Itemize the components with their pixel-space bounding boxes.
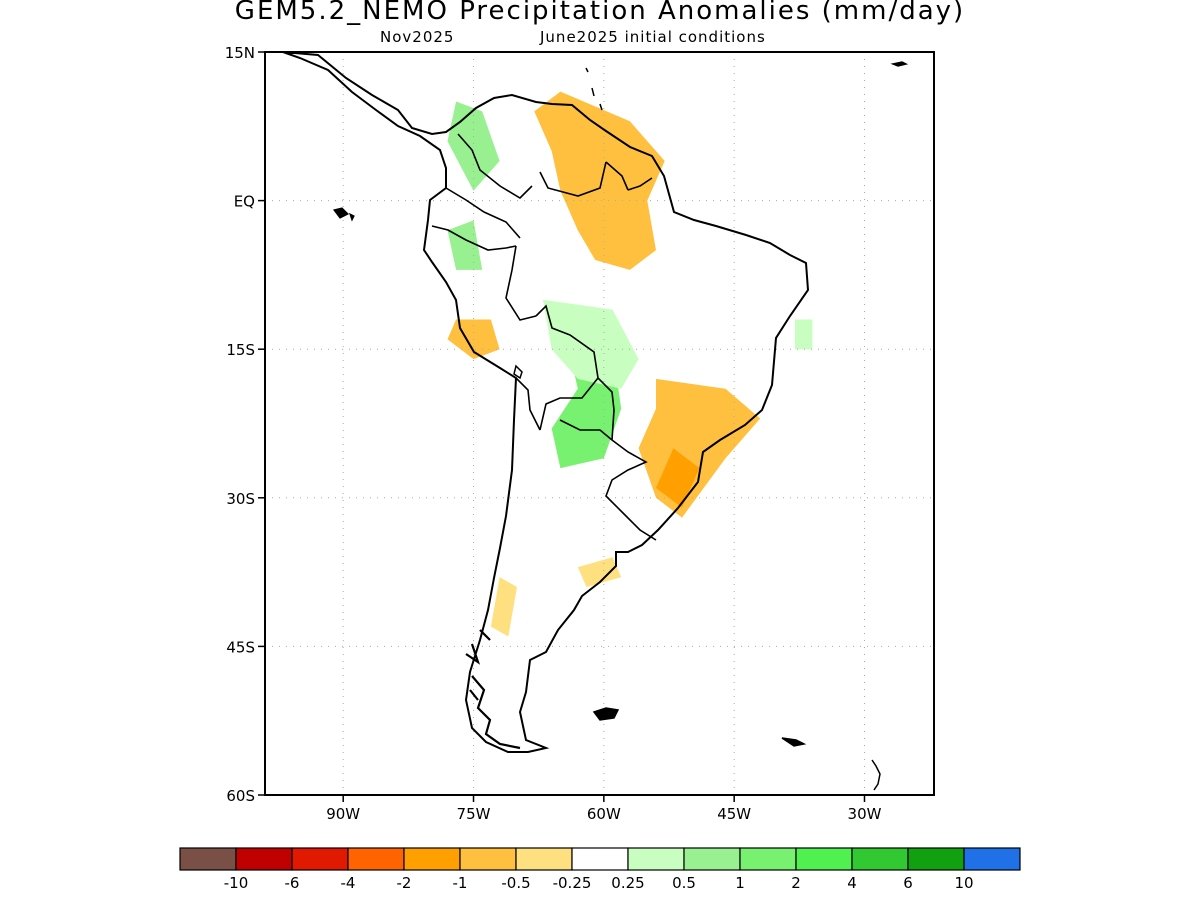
caribbean-islands bbox=[585, 61, 909, 111]
latitude-label: 30S bbox=[226, 490, 255, 508]
gridlines bbox=[265, 51, 934, 796]
colorbar-label: 0.5 bbox=[672, 874, 696, 892]
color-scale-bar: -10 -6 -4 -2 -1 -0.5 -0.25 0.25 0.5 1 2 4 6 10 bbox=[179, 847, 1021, 892]
latitude-label: 45S bbox=[226, 638, 255, 656]
colorbar-label: -0.5 bbox=[501, 874, 530, 892]
longitude-label: 45W bbox=[717, 805, 751, 823]
coastlines bbox=[282, 51, 909, 791]
south-atlantic-islands bbox=[871, 759, 881, 791]
tierra-del-fuego-fjords bbox=[465, 629, 521, 750]
falkland-islands bbox=[592, 707, 620, 721]
anomaly-region bbox=[447, 220, 483, 270]
anomaly-region bbox=[534, 91, 665, 270]
colorbar-label: -0.25 bbox=[553, 874, 592, 892]
longitude-label: 90W bbox=[326, 805, 360, 823]
colorbar-swatch bbox=[459, 847, 517, 871]
latitude-label: 15S bbox=[226, 341, 255, 359]
colorbar-swatch bbox=[571, 847, 629, 871]
colorbar-label: -4 bbox=[341, 874, 356, 892]
colorbar-swatch bbox=[403, 847, 461, 871]
colorbar-label: 0.25 bbox=[611, 874, 644, 892]
anomaly-region bbox=[543, 299, 639, 389]
south-georgia-island bbox=[781, 737, 807, 747]
colorbar-label: -1 bbox=[453, 874, 468, 892]
longitude-label: 30W bbox=[848, 805, 882, 823]
forecast-month: Nov2025 bbox=[380, 28, 455, 46]
colorbar-label: 4 bbox=[847, 874, 857, 892]
anomaly-region bbox=[638, 378, 761, 518]
anomaly-region bbox=[490, 577, 517, 637]
anomaly-shading bbox=[447, 91, 813, 637]
colorbar-swatch bbox=[739, 847, 797, 871]
colorbar-swatch bbox=[907, 847, 965, 871]
colorbar-swatch bbox=[963, 847, 1021, 871]
colorbar-label: -6 bbox=[285, 874, 300, 892]
initial-conditions-label: June2025 initial conditions bbox=[540, 28, 766, 46]
anomaly-region bbox=[795, 319, 813, 350]
latitude-label: EQ bbox=[234, 193, 255, 211]
colorbar-label: 2 bbox=[791, 874, 801, 892]
colorbar-swatch bbox=[291, 847, 349, 871]
colorbar-swatch bbox=[851, 847, 909, 871]
country-borders bbox=[431, 133, 657, 541]
latitude-label: 15N bbox=[225, 44, 255, 62]
galapagos-islands bbox=[332, 207, 355, 222]
colorbar-label: 6 bbox=[903, 874, 913, 892]
colorbar-swatch bbox=[235, 847, 293, 871]
anomaly-region bbox=[577, 557, 622, 587]
lake-titicaca bbox=[513, 364, 523, 380]
colorbar-swatch bbox=[627, 847, 685, 871]
latitude-label: 60S bbox=[226, 787, 255, 805]
map-frame bbox=[264, 51, 935, 796]
colorbar-label: -2 bbox=[397, 874, 412, 892]
longitude-label: 60W bbox=[587, 805, 621, 823]
colorbar-label: 1 bbox=[735, 874, 745, 892]
colorbar-swatch bbox=[347, 847, 405, 871]
colorbar-swatch bbox=[683, 847, 741, 871]
colorbar-swatch bbox=[179, 847, 237, 871]
anomaly-region bbox=[656, 448, 700, 508]
colorbar-label: 10 bbox=[954, 874, 973, 892]
map-title: GEM5.2_NEMO Precipitation Anomalies (mm/… bbox=[234, 0, 966, 26]
axis-ticks: 90W 75W 60W 45W 30W 15N EQ 15S 30S 45S 60S bbox=[225, 44, 882, 823]
longitude-label: 75W bbox=[457, 805, 491, 823]
colorbar-label: -10 bbox=[224, 874, 249, 892]
colorbar-swatch bbox=[515, 847, 573, 871]
anomaly-region bbox=[447, 101, 500, 191]
colorbar-swatch bbox=[795, 847, 853, 871]
south-america-coastline bbox=[282, 51, 810, 753]
